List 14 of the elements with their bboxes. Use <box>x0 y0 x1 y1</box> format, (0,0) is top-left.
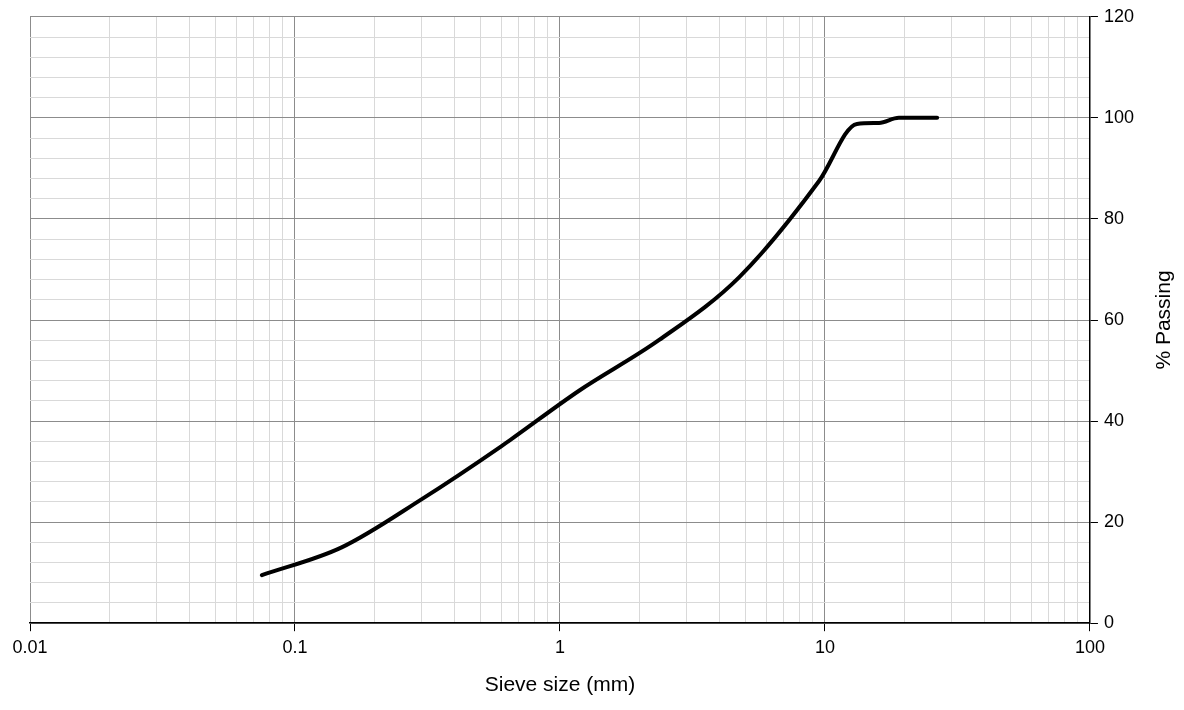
x-tick-label: 0.1 <box>282 636 308 657</box>
y-tick-label: 60 <box>1103 308 1124 329</box>
y-tick-label: 80 <box>1103 207 1124 228</box>
x-tick-label: 1 <box>554 636 565 657</box>
x-tick-label: 0.01 <box>12 636 48 657</box>
y-tick-label: 20 <box>1103 511 1124 532</box>
y-tick-label: 120 <box>1103 5 1135 26</box>
y-axis-title: % Passing <box>1150 270 1174 370</box>
y-tick-label: 0 <box>1103 612 1114 633</box>
x-tick-label: 10 <box>814 636 835 657</box>
y-tick-label: 40 <box>1103 410 1124 431</box>
x-axis-title: Sieve size (mm) <box>484 672 636 696</box>
x-tick-label: 100 <box>1074 636 1105 657</box>
y-tick-label: 100 <box>1103 106 1135 127</box>
